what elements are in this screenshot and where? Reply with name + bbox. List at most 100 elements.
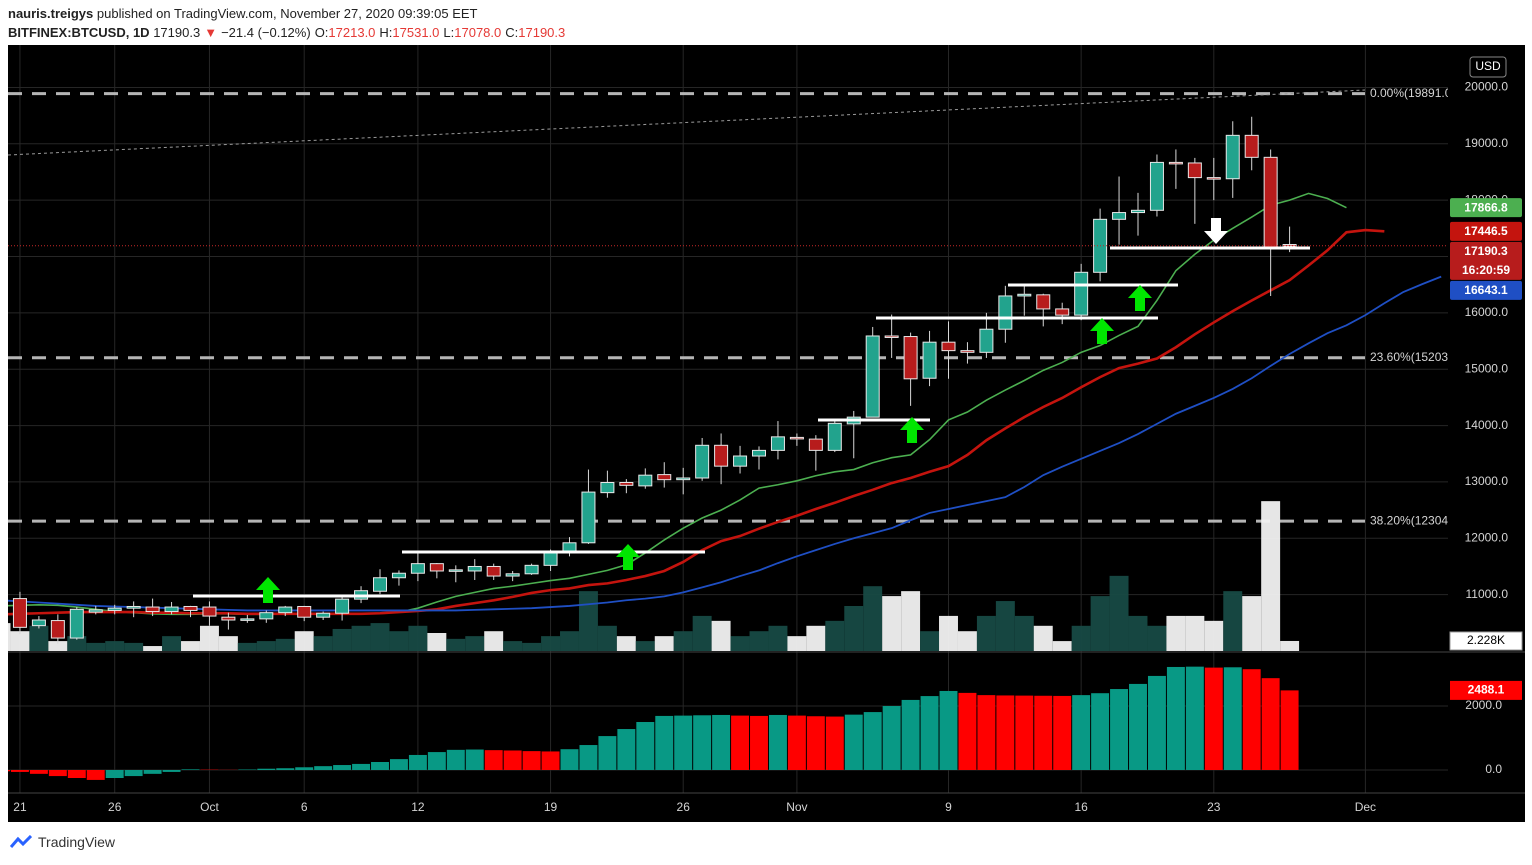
countdown: 16:20:59 <box>1462 263 1510 277</box>
histogram-bar <box>560 749 579 771</box>
volume-bar <box>1052 641 1072 651</box>
price-pane: 0.00%(19891.0 23.60%(15203 38.20%(12304 <box>8 86 1448 651</box>
candle-body <box>505 573 520 577</box>
volume-bar <box>162 636 182 651</box>
candle-body <box>69 608 84 639</box>
histogram-bar <box>389 759 408 771</box>
histogram-bar <box>996 695 1015 771</box>
moving-average <box>8 228 1385 616</box>
volume-bar <box>863 586 883 651</box>
histogram-bar <box>1261 678 1280 771</box>
volume-bar <box>787 636 807 651</box>
x-tick-label: Dec <box>1355 800 1376 814</box>
candle-body <box>808 438 823 451</box>
volume-bar <box>976 615 996 651</box>
y-tick-label: 15000.0 <box>1465 361 1509 375</box>
candle-body <box>429 563 444 572</box>
volume-bar <box>332 628 352 651</box>
volume-bar <box>920 631 940 651</box>
arrow: ▼ <box>204 25 218 40</box>
volume-bar <box>465 636 485 651</box>
ohlc-key: L: <box>443 25 455 40</box>
candle-body <box>638 474 653 487</box>
candle-body <box>657 474 672 481</box>
volume-bar <box>730 636 750 651</box>
volume-bar <box>8 623 11 651</box>
candle-body <box>145 606 160 613</box>
histogram-bar <box>295 767 314 771</box>
histogram-bar <box>541 751 560 771</box>
brand[interactable]: TradingView <box>38 834 116 850</box>
down-arrow <box>1204 218 1228 244</box>
volume-bar <box>1204 620 1224 651</box>
author[interactable]: nauris.treigys <box>8 6 94 21</box>
volume-bar <box>1128 615 1148 651</box>
volume-bar <box>67 636 87 651</box>
volume-bar <box>237 642 257 651</box>
volume-bar <box>1280 640 1300 651</box>
volume-bar <box>654 636 674 651</box>
volume-bar <box>503 641 523 651</box>
volume-bar <box>692 615 712 651</box>
volume-bar <box>181 641 200 651</box>
ohlc-value: 17213.0 <box>328 25 376 40</box>
histogram-bar <box>1242 669 1261 771</box>
price-tags: 17866.8 17446.5 17190.3 16:20:59 16643.1 2.22… <box>1449 56 1523 700</box>
candle-body <box>922 341 937 379</box>
histogram-bar <box>484 750 503 771</box>
candle-body <box>1206 177 1221 180</box>
candle-body <box>1168 161 1183 165</box>
volume-tag <box>1449 631 1523 651</box>
volume-bar <box>901 591 921 651</box>
fib-label: 38.20%(12304 <box>1370 513 1448 527</box>
candle-body <box>998 295 1013 330</box>
volume-bar <box>995 601 1015 651</box>
histogram-bar <box>67 770 86 779</box>
histogram-bar <box>86 770 105 780</box>
histogram-bar <box>276 768 295 771</box>
histogram-bar <box>1185 666 1204 771</box>
histogram-bar <box>1204 667 1223 771</box>
histogram-tag-label: 2488.1 <box>1468 683 1505 697</box>
candle-body <box>941 341 956 352</box>
histogram-bar <box>1110 689 1129 771</box>
volume-bar <box>408 625 428 651</box>
candle-body <box>373 577 387 592</box>
x-tick-label: 26 <box>677 800 691 814</box>
volume-bar <box>294 631 314 651</box>
y-tick-label: 13000.0 <box>1465 474 1509 488</box>
candle-body <box>770 436 785 451</box>
histogram-bar <box>1034 695 1053 771</box>
ohlc-value: 17078.0 <box>454 25 502 40</box>
x-tick-label: 6 <box>301 800 308 814</box>
histogram-bar <box>1129 683 1147 771</box>
candle-body <box>1244 134 1259 158</box>
histogram-bar <box>10 770 29 772</box>
histogram-bar <box>712 714 731 771</box>
histogram-bar <box>768 714 787 771</box>
candle-body <box>1225 134 1240 180</box>
histogram-bar <box>124 770 143 777</box>
candle-body <box>448 569 463 572</box>
histogram-bar <box>1166 666 1185 771</box>
candle-body <box>1112 212 1127 220</box>
up-arrow <box>1128 285 1152 311</box>
volume-bar <box>275 638 295 651</box>
histogram-pane <box>8 666 1299 780</box>
candle-body <box>221 616 236 621</box>
symbol: BITFINEX:BTCUSD, 1D <box>8 25 150 40</box>
drawings <box>8 89 1366 603</box>
up-arrow <box>1090 318 1114 344</box>
y-tick-label: 19000.0 <box>1465 136 1509 150</box>
volume-bar <box>48 641 68 651</box>
price-tag <box>1450 221 1522 241</box>
volume-bar <box>105 641 125 651</box>
candle-body <box>31 619 46 627</box>
candle-body <box>619 481 634 486</box>
volume-bar <box>1185 615 1205 651</box>
histogram-bar <box>617 729 636 771</box>
candle-body <box>1074 271 1089 316</box>
ohlc: O:17213.0 H:17531.0 L:17078.0 C:17190.3 <box>315 25 570 40</box>
candle-body <box>903 336 918 380</box>
volume-bar <box>597 625 617 651</box>
